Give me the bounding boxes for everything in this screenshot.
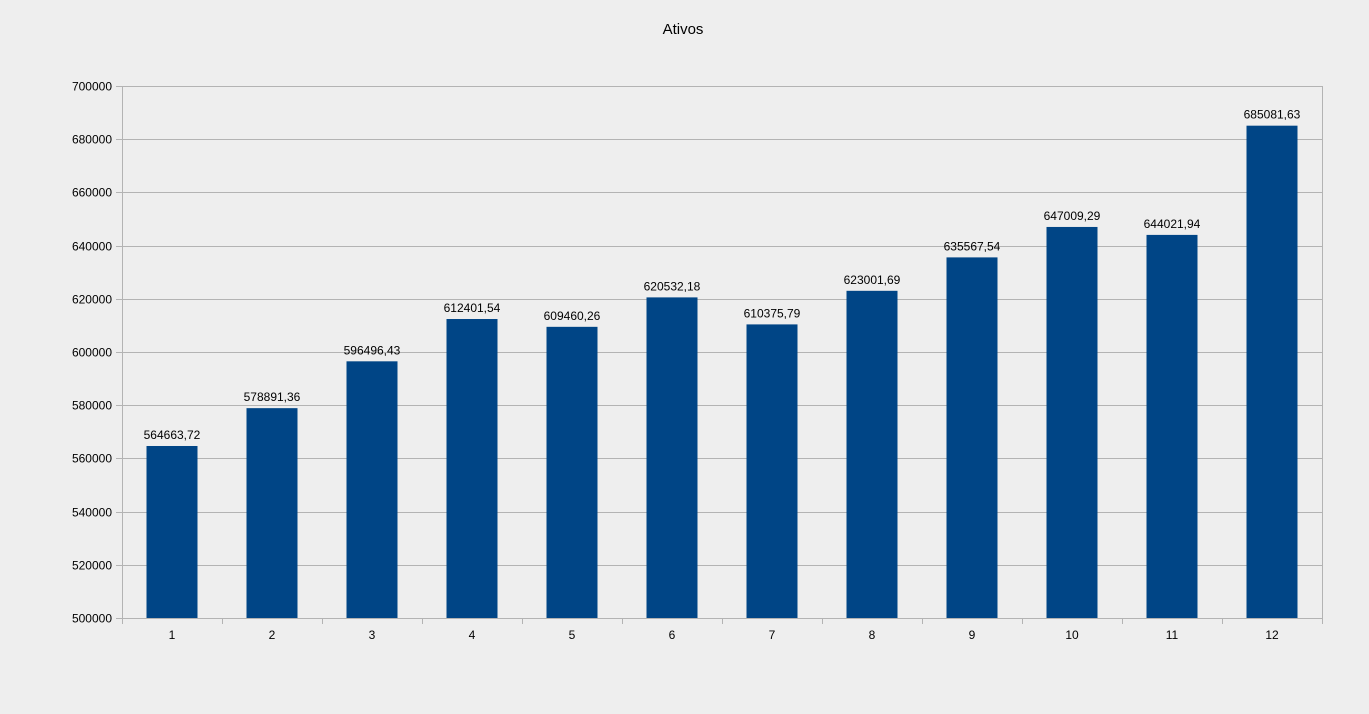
y-tick-label: 500000	[72, 612, 112, 626]
bar-10	[1046, 226, 1098, 618]
data-labels: 564663,72 578891,36 596496,43 612401,54 6094…	[144, 108, 1301, 442]
grid-lines	[116, 86, 1323, 624]
y-tick-label: 620000	[72, 293, 112, 307]
x-tick-label: 8	[869, 628, 876, 642]
y-tick-label: 580000	[72, 399, 112, 413]
data-label-12: 685081,63	[1244, 108, 1301, 122]
data-label-6: 620532,18	[644, 279, 701, 293]
y-tick-label: 600000	[72, 346, 112, 360]
bar-5	[546, 326, 598, 618]
x-tick-label: 10	[1065, 628, 1079, 642]
y-tick-label: 540000	[72, 506, 112, 520]
bar-12	[1246, 125, 1298, 618]
y-tick-label: 640000	[72, 240, 112, 254]
y-axis-ticks: 500000 520000 540000 560000 580000 600000 6200…	[72, 80, 112, 626]
data-label-11: 644021,94	[1144, 217, 1201, 231]
data-label-5: 609460,26	[544, 309, 601, 323]
x-tick-label: 12	[1265, 628, 1279, 642]
y-tick-label: 700000	[72, 80, 112, 94]
x-tick-label: 7	[769, 628, 776, 642]
bar-8	[846, 290, 898, 618]
bar-3	[346, 361, 398, 618]
data-label-4: 612401,54	[444, 301, 501, 315]
y-tick-label: 680000	[72, 133, 112, 147]
bar-7	[746, 324, 798, 618]
x-tick-label: 6	[669, 628, 676, 642]
data-label-3: 596496,43	[344, 343, 401, 357]
chart-title: Ativos	[662, 21, 704, 38]
data-label-8: 623001,69	[844, 273, 901, 287]
bars	[146, 125, 1298, 618]
data-label-10: 647009,29	[1044, 209, 1101, 223]
bar-6	[646, 297, 698, 618]
x-axis-ticks: 1 2 3 4 5 6 7 8 9 10 11 12	[169, 618, 1279, 642]
bar-4	[446, 319, 498, 618]
bar-1	[146, 445, 198, 618]
x-tick-label: 1	[169, 628, 176, 642]
y-tick-label: 520000	[72, 559, 112, 573]
data-label-1: 564663,72	[144, 428, 201, 442]
x-tick-label: 4	[469, 628, 476, 642]
y-tick-label: 560000	[72, 452, 112, 466]
x-tick-label: 5	[569, 628, 576, 642]
data-label-9: 635567,54	[944, 239, 1001, 253]
data-label-7: 610375,79	[744, 306, 801, 320]
x-tick-label: 9	[969, 628, 976, 642]
bar-2	[246, 408, 298, 618]
bar-11	[1146, 234, 1198, 618]
data-label-2: 578891,36	[244, 390, 301, 404]
x-tick-label: 2	[269, 628, 276, 642]
x-tick-label: 3	[369, 628, 376, 642]
x-tick-label: 11	[1166, 628, 1179, 642]
y-tick-label: 660000	[72, 186, 112, 200]
bar-9	[946, 257, 998, 618]
